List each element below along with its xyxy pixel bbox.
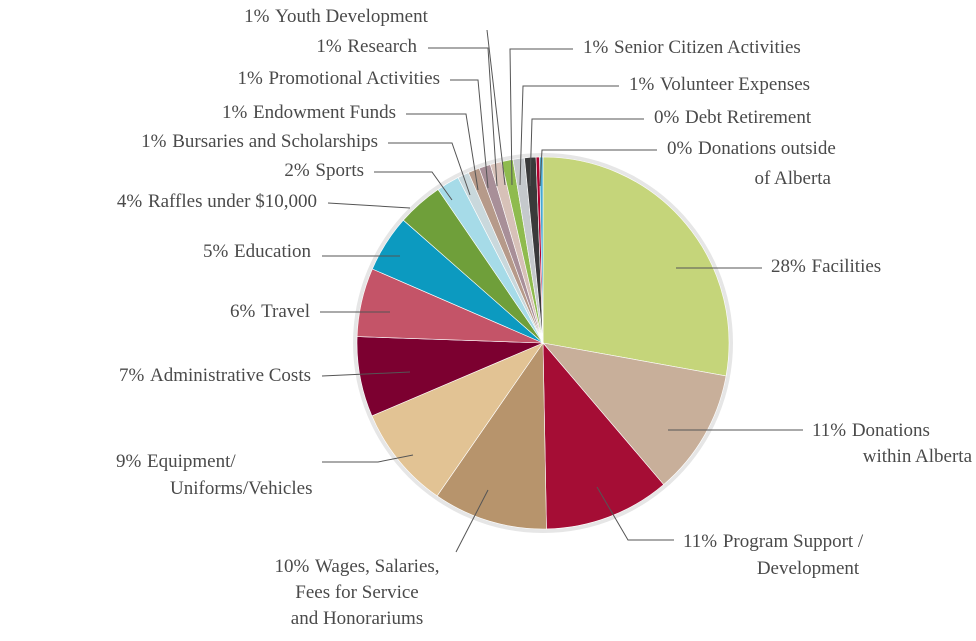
category-label: Volunteer Expenses	[660, 74, 810, 95]
value-label: 9%	[116, 451, 142, 472]
slice-label: Development	[757, 558, 860, 579]
category-label: Administrative Costs	[150, 365, 311, 386]
category-label: Education	[234, 241, 312, 262]
slice-label: 1% Senior Citizen Activities	[583, 37, 801, 58]
leader-line	[519, 85, 619, 186]
leader-line	[406, 113, 479, 191]
value-label: 0%	[667, 138, 693, 159]
category-label: Donations	[852, 420, 930, 441]
slice-label: 10% Wages, Salaries,	[274, 556, 439, 577]
category-label: Raffles under $10,000	[148, 191, 317, 212]
slice-label: 1% Endowment Funds	[222, 102, 396, 123]
category-label: Donations outside	[698, 138, 836, 159]
value-label: 10%	[274, 556, 309, 577]
leader-line	[374, 171, 453, 201]
leader-line	[455, 489, 489, 553]
leader-line	[327, 202, 411, 209]
slice-label: and Honorariums	[291, 608, 423, 629]
slice-label: Uniforms/Vehicles	[170, 478, 312, 499]
category-label: Uniforms/Vehicles	[170, 478, 312, 499]
category-label: Promotional Activities	[268, 68, 440, 89]
leader-line	[428, 47, 498, 187]
pie-slice	[542, 342, 665, 530]
category-label: Wages, Salaries,	[315, 556, 440, 577]
slice-label: 2% Sports	[284, 160, 364, 181]
leader-line	[322, 454, 414, 463]
category-label: Development	[757, 558, 860, 579]
pie-slice	[542, 342, 727, 485]
slice-label: 1% Volunteer Expenses	[629, 74, 810, 95]
slice-label: 1% Youth Development	[244, 6, 428, 27]
slice-label: within Alberta	[863, 446, 973, 467]
value-label: 6%	[230, 301, 256, 322]
category-label: and Honorariums	[291, 608, 423, 629]
value-label: 4%	[117, 191, 143, 212]
category-label: Travel	[261, 301, 310, 322]
slice-label: 11% Program Support /	[683, 531, 864, 552]
slice-label: 0% Donations outside	[667, 138, 836, 159]
value-label: 28%	[771, 256, 806, 277]
leader-line	[539, 149, 657, 187]
category-label: of Alberta	[754, 168, 831, 189]
category-label: Program Support /	[723, 531, 864, 552]
slice-label: 5% Education	[203, 241, 312, 262]
value-label: 1%	[141, 131, 167, 152]
slice-label: 4% Raffles under $10,000	[117, 191, 317, 212]
value-label: 1%	[222, 102, 248, 123]
slice-label: 1% Bursaries and Scholarships	[141, 131, 378, 152]
leader-line	[321, 371, 411, 377]
slice-label: 11% Donations	[812, 420, 930, 441]
leader-line	[450, 79, 489, 189]
value-label: 0%	[654, 107, 680, 128]
pie-slice	[371, 342, 544, 497]
category-label: Research	[347, 36, 417, 57]
value-label: 1%	[316, 36, 342, 57]
value-label: 1%	[244, 6, 270, 27]
value-label: 1%	[629, 74, 655, 95]
slice-label: Fees for Service	[295, 582, 418, 603]
slice-label: 0% Debt Retirement	[654, 107, 812, 128]
value-label: 5%	[203, 241, 229, 262]
leader-line	[529, 118, 644, 187]
slice-label: 7% Administrative Costs	[119, 365, 311, 386]
slice-label: 1% Research	[316, 36, 417, 57]
leader-line	[596, 486, 674, 541]
leader-line	[486, 29, 506, 186]
slice-label: 6% Travel	[230, 301, 310, 322]
category-label: Equipment/	[147, 451, 236, 472]
category-label: Senior Citizen Activities	[614, 37, 801, 58]
value-label: 2%	[284, 160, 310, 181]
category-label: Bursaries and Scholarships	[172, 131, 378, 152]
category-label: Debt Retirement	[685, 107, 812, 128]
category-label: Endowment Funds	[253, 102, 396, 123]
slice-label: of Alberta	[754, 168, 831, 189]
leader-line	[388, 142, 471, 196]
value-label: 1%	[237, 68, 263, 89]
value-label: 11%	[683, 531, 717, 552]
category-label: Sports	[315, 160, 364, 181]
category-label: within Alberta	[863, 446, 973, 467]
value-label: 7%	[119, 365, 145, 386]
leader-line	[509, 48, 573, 186]
pie-slice	[542, 156, 730, 377]
pie-slice	[436, 342, 547, 530]
category-label: Facilities	[812, 256, 882, 277]
value-label: 1%	[583, 37, 609, 58]
slice-label: 1% Promotional Activities	[237, 68, 440, 89]
slice-label: 9% Equipment/	[116, 451, 236, 472]
category-label: Fees for Service	[295, 582, 418, 603]
value-label: 11%	[812, 420, 846, 441]
slice-label: 28% Facilities	[771, 256, 881, 277]
category-label: Youth Development	[275, 6, 428, 27]
